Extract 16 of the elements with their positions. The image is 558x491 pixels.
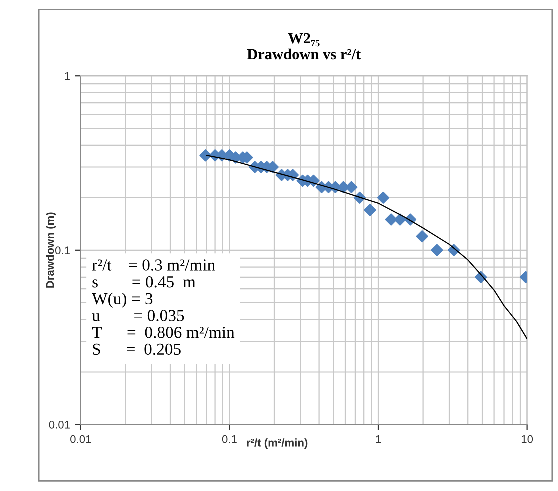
x-tick-label: 0.1 xyxy=(222,435,237,444)
annotation: W(u) = 3 xyxy=(92,292,153,308)
annotation: s = 0.45 m xyxy=(92,276,196,288)
y-axis-title: Drawdown (m) xyxy=(46,212,56,288)
annotation: u = 0.035 xyxy=(92,310,184,322)
annotation: S = 0.205 xyxy=(93,344,181,356)
x-axis-title: r²/t (m²/min) xyxy=(247,438,308,450)
y-tick-label: 1 xyxy=(65,72,70,80)
x-tick-label: 10 xyxy=(522,435,534,444)
y-tick-label: 0.01 xyxy=(49,420,70,429)
annotation: r²/t = 0.3 m²/min xyxy=(92,260,216,271)
y-tick-label: 0.1 xyxy=(55,246,70,255)
x-tick-label: 1 xyxy=(376,436,382,444)
x-tick-label: 0.01 xyxy=(70,435,92,444)
chart-title: W2₇₅ Drawdown vs r²/t xyxy=(247,33,362,60)
annotation: T = 0.806 m²/min xyxy=(92,327,235,338)
